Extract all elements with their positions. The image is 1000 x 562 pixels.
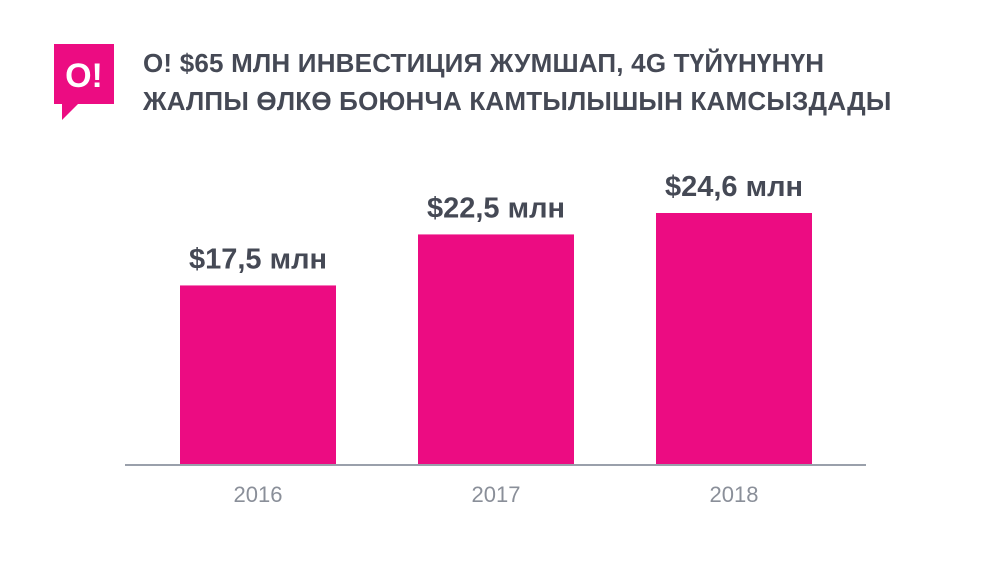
bar-2018 [656, 213, 812, 464]
logo-badge [54, 44, 114, 104]
x-tick-labels-group: 2016 2017 2018 [234, 482, 759, 507]
bar-2017 [418, 234, 574, 464]
brand-logo: O! [54, 44, 114, 120]
x-tick-label-2017: 2017 [472, 482, 521, 507]
bars-group [180, 213, 812, 464]
data-label-2016: $17,5 млн [189, 243, 327, 275]
chart-title: O! $65 МЛН ИНВЕСТИЦИЯ ЖУМШАП, 4G ТҮЙҮНҮН… [143, 44, 983, 120]
bar-2016 [180, 285, 336, 464]
x-tick-label-2018: 2018 [710, 482, 759, 507]
data-label-2018: $24,6 млн [665, 171, 803, 203]
chart-title-line-2: ЖАЛПЫ ӨЛКӨ БОЮНЧА КАМТЫЛЫШЫН КАМСЫЗДАДЫ [143, 86, 892, 116]
x-tick-label-2016: 2016 [234, 482, 283, 507]
logo-speech-tail [62, 102, 80, 120]
data-label-2017: $22,5 млн [427, 192, 565, 224]
value-labels-group: $17,5 млн $22,5 млн $24,6 млн [189, 171, 803, 275]
chart-title-line-1: O! $65 МЛН ИНВЕСТИЦИЯ ЖУМШАП, 4G ТҮЙҮНҮН… [143, 48, 825, 78]
logo-text: O! [65, 57, 103, 95]
